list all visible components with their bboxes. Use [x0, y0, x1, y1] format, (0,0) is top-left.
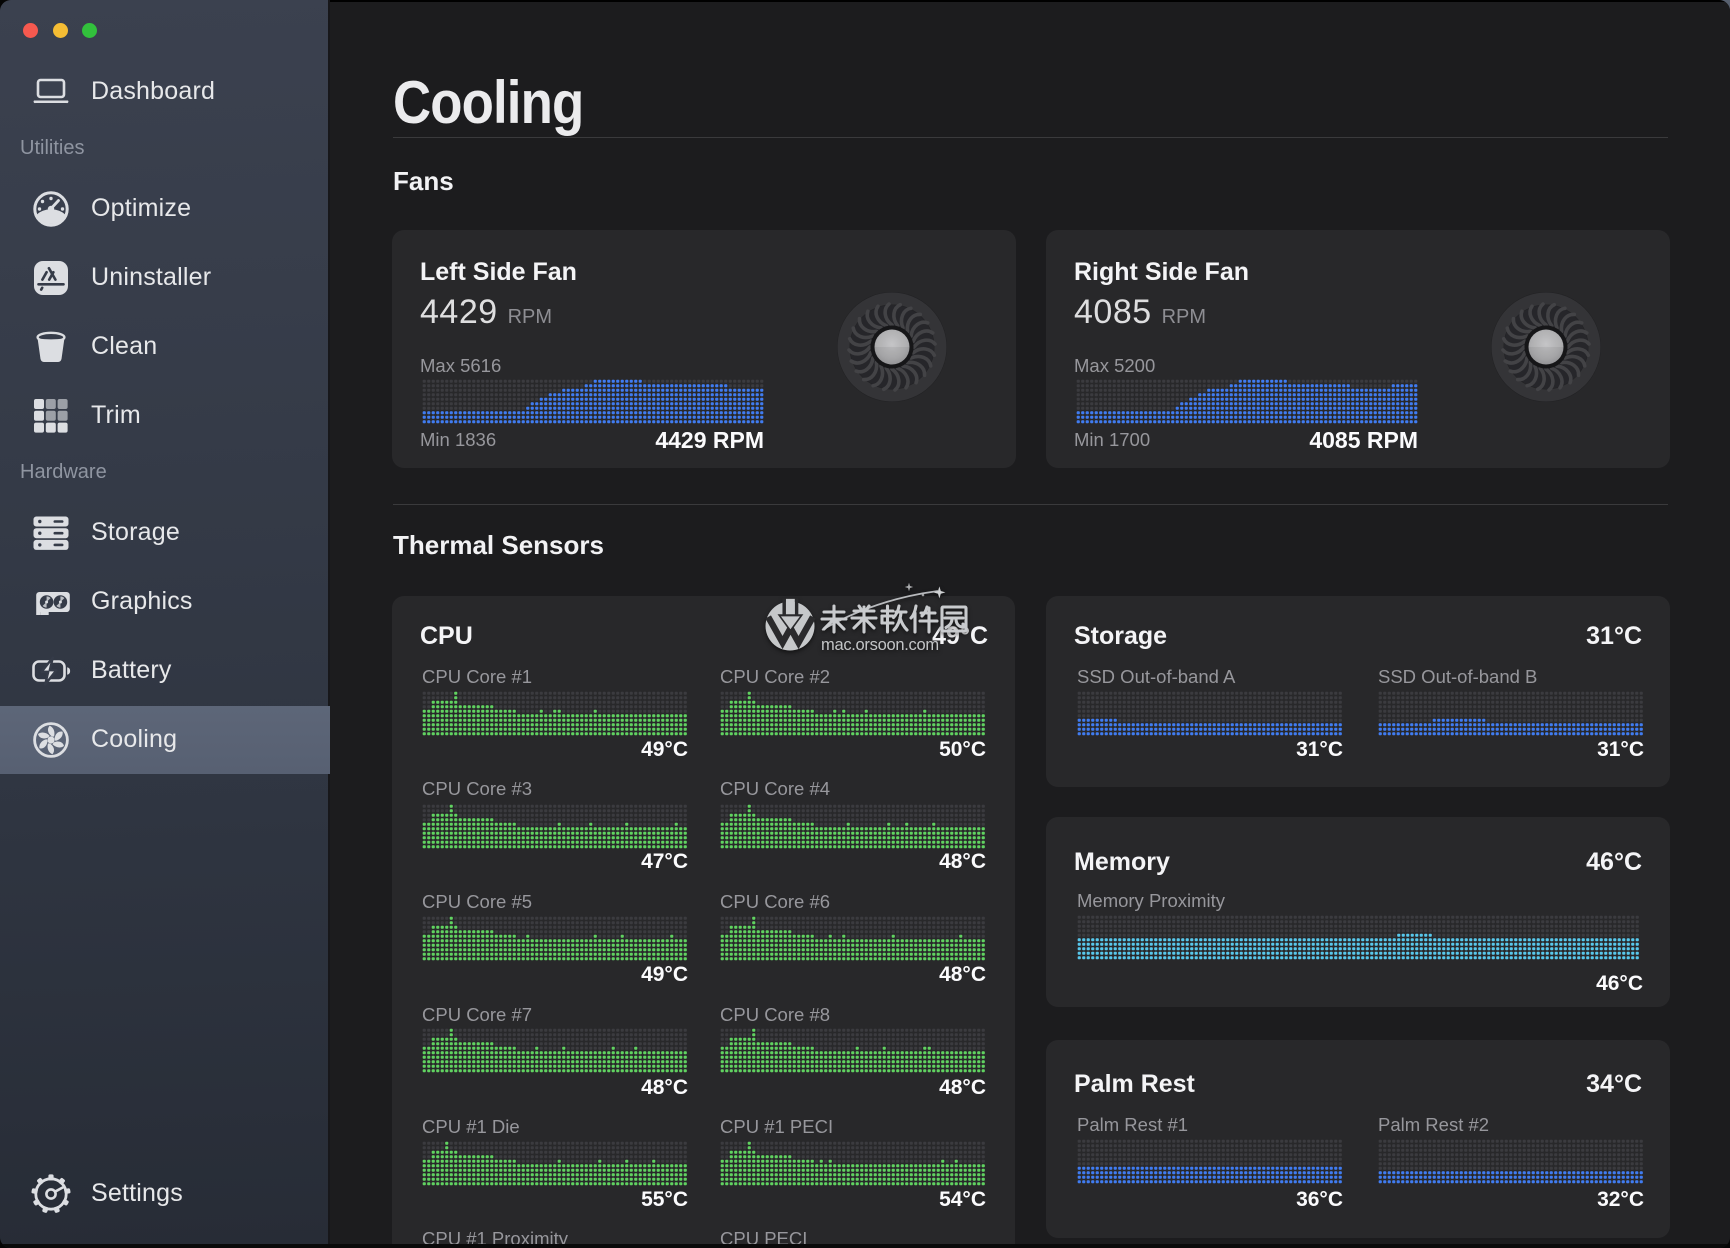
svg-text:mac.orsoon.com: mac.orsoon.com: [821, 636, 939, 654]
